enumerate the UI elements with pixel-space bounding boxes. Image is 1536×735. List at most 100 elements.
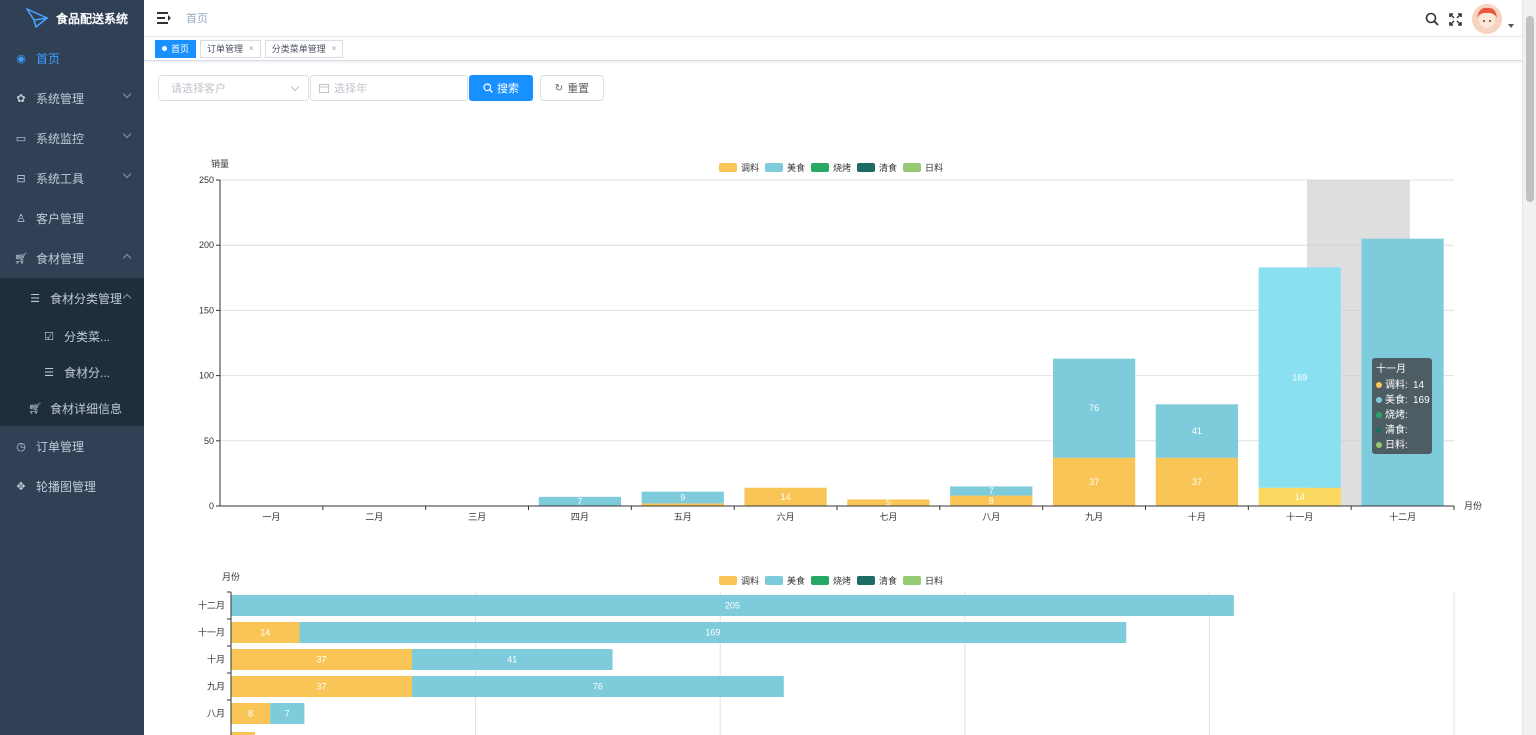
navbar: 首页 <box>144 0 1522 37</box>
caret-down-icon[interactable] <box>1508 24 1514 28</box>
cart-icon: 🛒︎ <box>28 402 42 415</box>
sidebar-item-carousel[interactable]: ✥ 轮播图管理 <box>0 466 144 506</box>
tooltip-series-value: 14 <box>1413 380 1425 391</box>
sidebar-item-ingredient-category[interactable]: ☰ 食材分类管理 <box>0 278 144 318</box>
tag-label: 首页 <box>171 44 190 54</box>
legend-swatch <box>857 576 875 585</box>
bar-data-label: 41 <box>507 655 517 665</box>
bar-data-label: 169 <box>705 628 720 638</box>
sidebar-item-label: 首页 <box>36 51 61 66</box>
tag-home[interactable]: 首页 <box>155 39 197 58</box>
chevron-down-icon <box>122 89 132 99</box>
legend-label: 调料 <box>741 162 759 173</box>
legend-label: 日料 <box>925 162 943 173</box>
sidebar-item-ingredient-detail[interactable]: 🛒︎ 食材详细信息 <box>0 390 144 426</box>
bar-segment <box>1258 267 1341 488</box>
sidebar-item-label: 食材详细信息 <box>50 401 123 416</box>
tooltip-title: 十一月 <box>1376 362 1406 375</box>
tooltip-marker <box>1376 427 1382 433</box>
reset-button-label: 重置 <box>567 83 590 95</box>
tooltip-series-value: 169 <box>1413 395 1430 406</box>
move-icon: ✥ <box>16 480 26 493</box>
bar-data-label: 205 <box>725 601 740 611</box>
customer-select-placeholder: 请选择客户 <box>171 83 226 95</box>
bar-data-label: 76 <box>1089 403 1099 413</box>
breadcrumb[interactable]: 首页 <box>186 13 208 25</box>
x-tick-label: 十二月 <box>1389 511 1416 522</box>
dashboard-icon: ◉ <box>16 52 26 65</box>
hamburger-icon[interactable] <box>157 12 171 24</box>
search-icon[interactable] <box>1425 12 1439 26</box>
bar-segment <box>412 649 613 670</box>
app-logo[interactable]: 食品配送系统 <box>0 0 144 36</box>
tag-label: 订单管理 <box>207 44 244 54</box>
y-tick-label: 八月 <box>207 709 225 719</box>
sidebar-item-label: 系统工具 <box>36 171 85 186</box>
sidebar-item-monitor[interactable]: ▭ 系统监控 <box>0 118 144 158</box>
bar-segment <box>412 676 784 697</box>
bar-data-label: 14 <box>1295 492 1305 502</box>
tag-orders[interactable]: 订单管理 × <box>200 39 261 58</box>
bar-segment <box>641 503 724 506</box>
sidebar-item-home[interactable]: ◉ 首页 <box>0 38 144 78</box>
y-tick-label: 十月 <box>207 654 225 665</box>
tooltip-marker <box>1376 442 1382 448</box>
bar-data-label: 37 <box>316 682 326 692</box>
bar-segment <box>1155 457 1239 506</box>
y-tick-label: 200 <box>199 240 214 250</box>
close-icon[interactable]: × <box>331 44 337 53</box>
y-tick-label: 九月 <box>207 682 225 692</box>
avatar[interactable] <box>1472 4 1502 34</box>
page-scrollbar[interactable] <box>1522 0 1536 735</box>
tooltip-series-name: 日料: <box>1385 438 1408 451</box>
x-tick-label: 五月 <box>674 512 692 522</box>
sidebar-item-tools[interactable]: ⊟ 系统工具 <box>0 158 144 198</box>
sidebar-item-ingredient-class[interactable]: ☰ 食材分... <box>0 354 144 390</box>
bar-data-label: 7 <box>989 486 994 496</box>
logo-icon <box>26 8 48 28</box>
tags-view: 首页 订单管理 × 分类菜单管理 × <box>144 37 1522 61</box>
close-icon[interactable]: × <box>249 44 254 53</box>
year-picker[interactable]: 选择年 <box>310 75 468 101</box>
bar-segment <box>231 676 413 697</box>
bar-data-label: 14 <box>781 492 791 502</box>
legend-swatch <box>857 163 875 172</box>
bar-data-label: 37 <box>316 655 326 665</box>
tag-category-menu[interactable]: 分类菜单管理 × <box>264 39 344 58</box>
legend-label: 烧烤 <box>833 575 851 586</box>
bar-segment <box>231 595 1234 616</box>
y-tick-label: 十二月 <box>198 600 225 611</box>
bar-segment <box>641 491 724 504</box>
x-tick-label: 三月 <box>468 512 486 522</box>
search-button[interactable]: 搜索 <box>469 75 533 101</box>
sidebar-item-system[interactable]: ✿ 系统管理 <box>0 78 144 118</box>
tooltip-background <box>1372 358 1432 454</box>
sidebar-item-ingredients[interactable]: 🛒︎ 食材管理 <box>0 238 144 278</box>
x-tick-label: 四月 <box>571 512 589 522</box>
tooltip-series-name: 调料: <box>1385 378 1408 391</box>
customer-select[interactable]: 请选择客户 <box>158 75 309 101</box>
sidebar-item-label: 食材管理 <box>36 251 85 266</box>
sidebar-item-category-menu[interactable]: ☑ 分类菜... <box>0 318 144 354</box>
bar-data-label: 5 <box>886 498 891 508</box>
chevron-down-icon <box>122 129 132 139</box>
tooltip-series-name: 清食: <box>1385 423 1408 436</box>
tooltip-marker <box>1376 397 1382 403</box>
fullscreen-icon[interactable] <box>1449 12 1462 26</box>
bar-data-label: 9 <box>680 493 685 503</box>
reset-button[interactable]: ↻ 重置 <box>540 75 604 101</box>
tooltip-marker <box>1376 412 1382 418</box>
scrollbar-thumb[interactable] <box>1526 16 1534 202</box>
y-tick-label: 100 <box>199 371 214 381</box>
sidebar-submenu-ingredients: ☰ 食材分类管理 ☑ 分类菜... ☰ 食材分... 🛒︎ 食材详细信息 <box>0 278 144 426</box>
y-axis-title: 月份 <box>222 571 240 582</box>
clock-icon: ◷ <box>16 440 26 453</box>
sidebar-item-orders[interactable]: ◷ 订单管理 <box>0 426 144 466</box>
bar-data-label: 37 <box>1089 477 1099 487</box>
legend-label: 清食 <box>879 575 897 586</box>
legend-swatch <box>765 576 783 585</box>
x-tick-label: 九月 <box>1085 512 1103 522</box>
legend-swatch <box>719 163 737 172</box>
sidebar-item-customers[interactable]: ♙ 客户管理 <box>0 198 144 238</box>
